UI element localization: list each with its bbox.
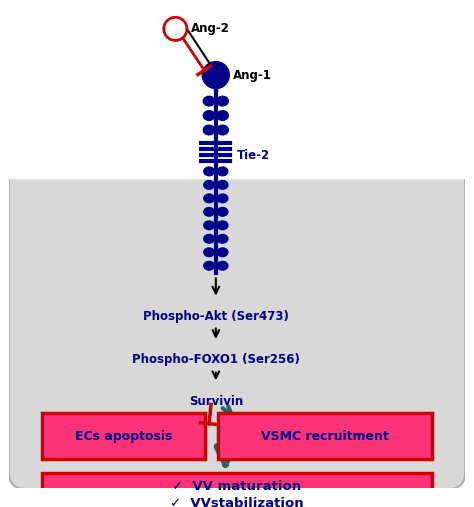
Ellipse shape — [217, 111, 228, 120]
Text: Tie-2: Tie-2 — [237, 150, 270, 162]
Text: Phospho-Akt (Ser473): Phospho-Akt (Ser473) — [143, 310, 289, 323]
Ellipse shape — [204, 262, 214, 270]
Text: Survivin: Survivin — [189, 395, 243, 408]
Ellipse shape — [203, 111, 215, 120]
Ellipse shape — [204, 221, 214, 230]
Ellipse shape — [217, 207, 228, 216]
Text: Phospho-FOXO1 (Ser256): Phospho-FOXO1 (Ser256) — [132, 353, 300, 367]
Text: VSMC recruitment: VSMC recruitment — [261, 430, 389, 443]
FancyBboxPatch shape — [42, 473, 431, 507]
Text: ✓  VV maturation: ✓ VV maturation — [172, 480, 301, 493]
Ellipse shape — [217, 234, 228, 243]
Ellipse shape — [203, 125, 215, 135]
Circle shape — [202, 62, 229, 89]
Ellipse shape — [204, 167, 214, 176]
Text: ECs apoptosis: ECs apoptosis — [75, 430, 172, 443]
Ellipse shape — [204, 207, 214, 216]
FancyBboxPatch shape — [42, 413, 205, 459]
Ellipse shape — [204, 234, 214, 243]
Ellipse shape — [217, 262, 228, 270]
Ellipse shape — [217, 221, 228, 230]
FancyBboxPatch shape — [9, 35, 465, 489]
Text: Ang-2: Ang-2 — [191, 22, 230, 35]
Ellipse shape — [217, 248, 228, 257]
FancyBboxPatch shape — [218, 413, 431, 459]
Ellipse shape — [217, 167, 228, 176]
Text: ✓  VVstabilization: ✓ VVstabilization — [170, 497, 303, 507]
Ellipse shape — [204, 180, 214, 189]
Ellipse shape — [217, 125, 228, 135]
Ellipse shape — [217, 96, 228, 106]
Ellipse shape — [217, 180, 228, 189]
Ellipse shape — [204, 194, 214, 203]
Text: Ang-1: Ang-1 — [233, 68, 272, 82]
Ellipse shape — [204, 248, 214, 257]
Ellipse shape — [217, 194, 228, 203]
Ellipse shape — [203, 96, 215, 106]
